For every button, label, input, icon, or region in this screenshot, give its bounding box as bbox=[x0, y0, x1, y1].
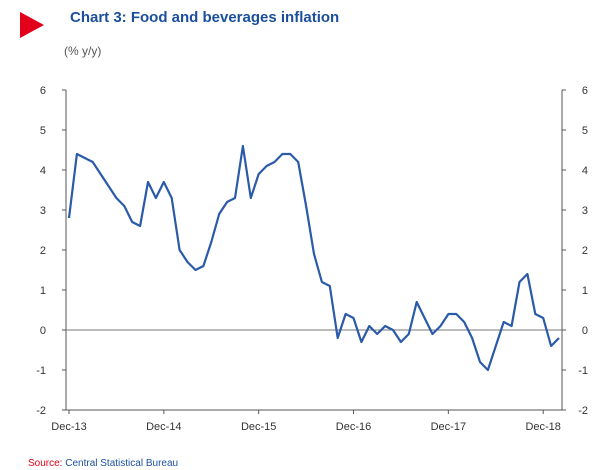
y-tick-label-right: 5 bbox=[582, 125, 588, 137]
x-tick-label: Dec-18 bbox=[525, 421, 560, 433]
source-label: Source: bbox=[28, 458, 63, 469]
y-tick-label-left: 1 bbox=[40, 285, 46, 297]
y-tick-label-left: 0 bbox=[40, 325, 46, 337]
y-tick-label-right: -1 bbox=[578, 365, 588, 377]
source-text: Central Statistical Bureau bbox=[65, 458, 179, 469]
y-tick-label-right: 4 bbox=[582, 165, 588, 177]
chart-series bbox=[67, 144, 560, 372]
y-tick-label-left: 2 bbox=[40, 245, 46, 257]
x-tick-label: Dec-13 bbox=[51, 421, 86, 433]
x-tick-label: Dec-16 bbox=[336, 421, 371, 433]
x-tick-label: Dec-14 bbox=[146, 421, 181, 433]
x-tick-label: Dec-17 bbox=[431, 421, 466, 433]
y-tick-label-right: 6 bbox=[582, 85, 588, 97]
chart-subtitle: (% y/y) bbox=[64, 44, 102, 58]
y-tick-label-right: 1 bbox=[582, 285, 588, 297]
y-tick-label-right: -2 bbox=[578, 405, 588, 417]
y-tick-label-left: 4 bbox=[40, 165, 46, 177]
y-tick-label-left: 5 bbox=[40, 125, 46, 137]
source-note: Source: Central Statistical Bureau bbox=[28, 458, 178, 469]
y-tick-label-left: -1 bbox=[36, 365, 46, 377]
y-tick-label-left: 6 bbox=[40, 85, 46, 97]
x-tick-label: Dec-15 bbox=[241, 421, 276, 433]
series-line-food-beverages bbox=[67, 144, 560, 372]
y-tick-label-right: 0 bbox=[582, 325, 588, 337]
y-tick-label-left: 3 bbox=[40, 205, 46, 217]
y-tick-label-left: -2 bbox=[36, 405, 46, 417]
y-tick-label-right: 3 bbox=[582, 205, 588, 217]
title-marker-icon bbox=[20, 12, 44, 38]
y-tick-label-right: 2 bbox=[582, 245, 588, 257]
chart-ticks: -2 -2 -1 -1 0 0 1 1 2 2 3 3 4 4 5 5 6 6 Dec-13 Dec-14 Dec-15… bbox=[36, 85, 588, 433]
chart-title: Chart 3: Food and beverages inflation bbox=[70, 9, 340, 26]
